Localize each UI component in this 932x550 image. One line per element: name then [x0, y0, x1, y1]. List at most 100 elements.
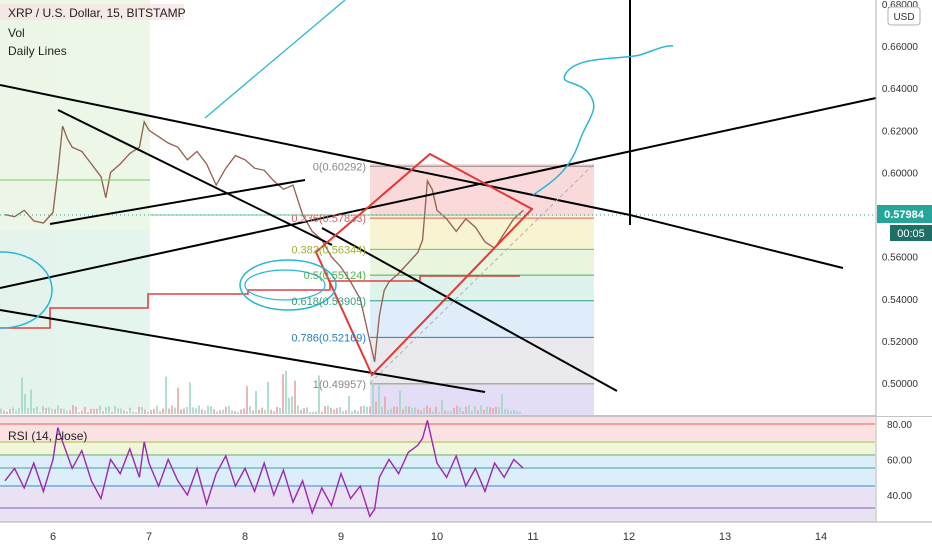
- volume-bar: [60, 408, 62, 414]
- time-tick-label: 13: [719, 531, 731, 543]
- price-tick-label: 0.54000: [882, 295, 919, 306]
- time-tick-label: 11: [527, 531, 538, 543]
- volume-bar: [48, 407, 50, 414]
- volume-bar: [393, 406, 395, 414]
- volume-bar: [471, 410, 473, 414]
- volume-bar: [459, 407, 461, 414]
- volume-bar: [336, 407, 338, 414]
- volume-bar: [192, 407, 194, 414]
- volume-bar: [357, 411, 359, 414]
- volume-bar: [102, 410, 104, 414]
- fib-level-label: 0.382(0.56344): [291, 244, 366, 256]
- volume-bar: [468, 405, 470, 414]
- trendline-1: [0, 84, 631, 216]
- volume-bar: [321, 411, 323, 414]
- volume-bar: [237, 411, 239, 414]
- price-tick-label: 0.66000: [882, 42, 919, 53]
- volume-bar: [465, 406, 467, 414]
- fib-level-label: 0.236(0.57833): [291, 213, 366, 225]
- volume-bar: [105, 407, 107, 414]
- volume-bar: [147, 411, 149, 414]
- volume-bar: [21, 377, 23, 414]
- volume-bar: [75, 406, 77, 414]
- trendline-4: [0, 97, 877, 289]
- volume-bar: [294, 380, 296, 414]
- volume-bar: [144, 409, 146, 414]
- volume-bar: [159, 411, 161, 414]
- volume-bar: [414, 407, 416, 414]
- volume-bar: [288, 397, 290, 414]
- volume-bar: [435, 406, 437, 414]
- trendline-2: [57, 109, 333, 246]
- volume-bar: [483, 409, 485, 414]
- volume-bar: [327, 405, 329, 414]
- volume-bar: [489, 407, 491, 414]
- volume-bar: [420, 410, 422, 414]
- rsi-tick-label: 80.00: [887, 420, 912, 431]
- volume-bar: [309, 411, 311, 414]
- volume-bar: [219, 410, 221, 414]
- volume-bar: [303, 408, 305, 414]
- volume-bar: [447, 411, 449, 414]
- volume-bar: [354, 409, 356, 414]
- volume-bar: [12, 407, 14, 414]
- volume-bar: [201, 409, 203, 414]
- volume-bar: [195, 408, 197, 414]
- cyan-freehand-curve: [532, 45, 674, 196]
- volume-bar: [126, 411, 128, 414]
- volume-bars: [0, 370, 521, 414]
- volume-bar: [66, 410, 68, 414]
- volume-bar: [96, 408, 98, 414]
- volume-bar: [384, 396, 386, 414]
- volume-bar: [0, 408, 2, 414]
- volume-bar: [42, 405, 44, 414]
- volume-bar: [369, 406, 371, 414]
- volume-bar: [120, 408, 122, 414]
- volume-bar: [246, 386, 248, 414]
- volume-bar: [402, 409, 404, 414]
- volume-bar: [93, 408, 95, 414]
- volume-bar: [150, 409, 152, 414]
- volume-bar: [297, 405, 299, 414]
- volume-bar: [108, 406, 110, 414]
- volume-bar: [324, 406, 326, 414]
- volume-bar: [90, 408, 92, 414]
- volume-bar: [39, 411, 41, 414]
- volume-bar: [501, 393, 503, 414]
- volume-bar: [456, 405, 458, 414]
- volume-bar: [519, 411, 521, 414]
- volume-bar: [210, 406, 212, 414]
- currency-button[interactable]: [887, 6, 921, 26]
- indicator-daily-lines[interactable]: Daily Lines: [8, 44, 67, 58]
- countdown-badge: [890, 225, 932, 241]
- volume-bar: [45, 407, 47, 414]
- price-tick-label: 0.68000: [882, 0, 919, 11]
- volume-bar: [264, 410, 266, 414]
- volume-bar: [387, 409, 389, 414]
- volume-bar: [183, 408, 185, 414]
- volume-bar: [165, 376, 167, 414]
- time-tick-label: 12: [623, 531, 635, 543]
- volume-bar: [285, 370, 287, 414]
- volume-bar: [168, 408, 170, 414]
- volume-bar: [345, 410, 347, 414]
- volume-bar: [171, 405, 173, 414]
- volume-bar: [516, 411, 518, 414]
- volume-bar: [162, 408, 164, 414]
- rsi-band-overbought: [0, 417, 875, 441]
- volume-bar: [135, 411, 137, 414]
- rsi-label[interactable]: RSI (14, close): [8, 429, 87, 443]
- indicator-vol[interactable]: Vol: [8, 26, 25, 40]
- volume-bar: [6, 411, 8, 414]
- volume-bar: [138, 406, 140, 414]
- fib-zone-4: [370, 300, 594, 338]
- volume-bar: [258, 409, 260, 414]
- fib-dashed-diagonal: [369, 163, 595, 384]
- volume-bar: [240, 409, 242, 414]
- volume-bar: [30, 389, 32, 414]
- volume-bar: [282, 374, 284, 414]
- time-tick-label: 9: [338, 531, 344, 543]
- volume-bar: [111, 411, 113, 414]
- volume-bar: [87, 411, 89, 414]
